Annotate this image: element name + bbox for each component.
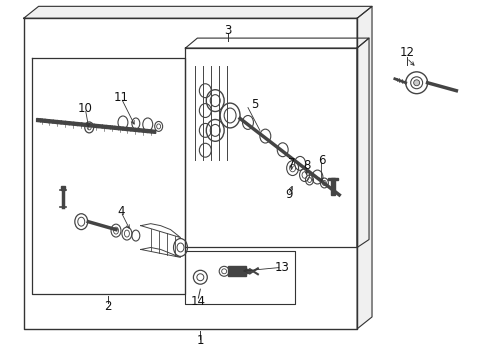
Polygon shape [86, 123, 90, 127]
Text: 8: 8 [302, 159, 309, 172]
Polygon shape [53, 120, 57, 123]
Polygon shape [141, 224, 180, 257]
Polygon shape [49, 120, 53, 123]
Polygon shape [110, 126, 114, 129]
Polygon shape [41, 119, 45, 122]
Text: 14: 14 [190, 294, 205, 307]
Text: 7: 7 [287, 157, 295, 170]
Polygon shape [81, 123, 86, 126]
Text: 12: 12 [398, 46, 413, 59]
Polygon shape [37, 118, 41, 122]
Polygon shape [228, 266, 249, 276]
Text: 3: 3 [224, 24, 231, 37]
Text: 4: 4 [117, 205, 124, 218]
Polygon shape [331, 178, 335, 195]
Polygon shape [102, 125, 106, 129]
Polygon shape [78, 123, 81, 126]
Polygon shape [98, 125, 102, 128]
Ellipse shape [413, 80, 419, 86]
Polygon shape [73, 122, 78, 126]
Text: 2: 2 [104, 300, 112, 312]
Polygon shape [327, 178, 338, 180]
Polygon shape [143, 129, 147, 132]
Polygon shape [119, 127, 122, 130]
Polygon shape [94, 124, 98, 127]
Polygon shape [24, 6, 371, 18]
Polygon shape [106, 125, 110, 129]
Text: 11: 11 [113, 91, 128, 104]
Text: 9: 9 [285, 188, 292, 201]
Polygon shape [356, 6, 371, 329]
Polygon shape [69, 122, 73, 125]
Polygon shape [114, 126, 119, 130]
Text: 5: 5 [251, 98, 258, 111]
Polygon shape [127, 127, 131, 131]
Polygon shape [61, 186, 65, 190]
Text: 10: 10 [78, 102, 93, 115]
Text: 6: 6 [317, 154, 325, 167]
Polygon shape [135, 128, 139, 132]
Polygon shape [45, 119, 49, 123]
Text: 13: 13 [274, 261, 288, 274]
Polygon shape [65, 121, 69, 125]
Polygon shape [90, 124, 94, 127]
Polygon shape [61, 121, 65, 124]
Polygon shape [131, 128, 135, 131]
Text: 1: 1 [196, 334, 203, 347]
Polygon shape [122, 127, 127, 130]
Polygon shape [139, 129, 143, 132]
Polygon shape [147, 130, 151, 133]
Polygon shape [151, 130, 155, 133]
Polygon shape [57, 121, 61, 124]
